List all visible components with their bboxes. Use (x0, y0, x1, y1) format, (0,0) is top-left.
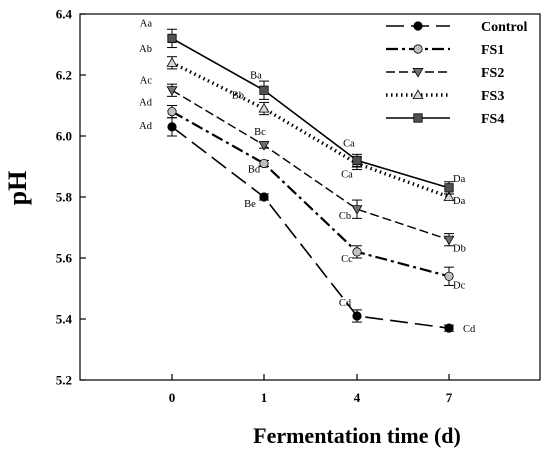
significance-label: Ba (250, 70, 262, 81)
legend-marker (413, 21, 423, 31)
legend-marker (412, 89, 424, 99)
data-point (167, 33, 177, 44)
series-control (167, 117, 454, 333)
y-tick-label: 5.8 (56, 190, 73, 205)
data-point (352, 311, 362, 321)
significance-label: Bd (248, 164, 261, 175)
series-line (171, 61, 450, 199)
data-point (259, 85, 269, 95)
data-point (167, 107, 177, 117)
series-line (171, 89, 450, 241)
significance-label: Ca (341, 169, 353, 180)
y-axis: 5.2 5.4 5.6 5.8 6.0 6.2 6.4 (56, 7, 86, 388)
significance-label: Ad (139, 98, 153, 109)
series-fs2 (166, 83, 455, 247)
significance-label: Cd (463, 324, 476, 335)
legend-item-fs4: FS4 (386, 112, 504, 127)
data-point (259, 192, 269, 202)
data-point (444, 183, 454, 193)
series-line (171, 37, 450, 189)
series-fs1 (167, 105, 454, 286)
legend-marker (412, 68, 424, 78)
legend-item-fs2: FS2 (386, 66, 504, 81)
y-tick-label: 6.2 (56, 68, 72, 83)
significance-label: Ca (343, 138, 355, 149)
significance-label: Be (244, 199, 256, 210)
significance-label: Ad (139, 121, 153, 132)
legend-label: FS2 (481, 66, 504, 81)
data-point (352, 247, 362, 257)
data-point (167, 122, 177, 132)
data-labels: Ad Be Cd Cd Ad Bd Cc Dc Ac Bc Cb Db Ab Bb Ca Da Aa Ba Ca Da (139, 18, 476, 335)
x-axis-title: Fermentation time (d) (253, 423, 461, 448)
legend: Control FS1 FS2 FS3 FS4 (386, 20, 528, 127)
legend-item-fs1: FS1 (386, 43, 504, 58)
significance-label: Cd (339, 298, 352, 309)
series-line (171, 126, 450, 329)
y-tick-label: 5.2 (56, 373, 72, 388)
series-line (171, 110, 450, 278)
y-tick-label: 5.4 (56, 312, 73, 327)
series-layer (166, 28, 455, 333)
legend-marker (413, 44, 423, 54)
series-fs4 (167, 28, 454, 195)
y-tick-label: 5.6 (56, 251, 73, 266)
legend-label: FS3 (481, 89, 504, 104)
significance-label: Bb (232, 91, 244, 102)
significance-label: Ac (140, 75, 153, 86)
x-tick-label: 0 (169, 390, 176, 405)
significance-label: Dc (453, 280, 466, 291)
data-point (351, 205, 363, 215)
legend-label: FS1 (481, 43, 504, 58)
data-point (444, 323, 454, 333)
x-tick-label: 4 (354, 390, 361, 405)
significance-label: Cc (341, 254, 353, 265)
significance-label: Da (453, 174, 466, 185)
series-fs3 (166, 56, 455, 202)
y-tick-label: 6.0 (56, 129, 72, 144)
legend-marker (413, 113, 423, 123)
legend-item-control: Control (386, 20, 528, 35)
data-point (166, 86, 178, 96)
significance-label: Aa (140, 18, 153, 29)
data-point (444, 271, 454, 281)
x-tick-label: 1 (261, 390, 268, 405)
y-axis-title: pH (3, 171, 32, 206)
significance-label: Bc (254, 127, 266, 138)
y-tick-label: 6.4 (56, 7, 73, 22)
data-point (259, 158, 269, 169)
legend-label: Control (481, 20, 528, 35)
significance-label: Db (453, 244, 466, 255)
significance-label: Ab (139, 44, 152, 55)
data-point (443, 191, 455, 202)
x-axis: 0 1 4 7 (169, 374, 453, 405)
data-point (166, 57, 178, 67)
significance-label: Cb (339, 211, 351, 222)
data-point (443, 235, 455, 246)
data-point (258, 102, 270, 113)
significance-label: Da (453, 196, 466, 207)
x-tick-label: 7 (446, 390, 453, 405)
data-point (352, 155, 362, 165)
legend-item-fs3: FS3 (386, 89, 504, 104)
legend-label: FS4 (481, 112, 504, 127)
data-point (258, 141, 270, 151)
